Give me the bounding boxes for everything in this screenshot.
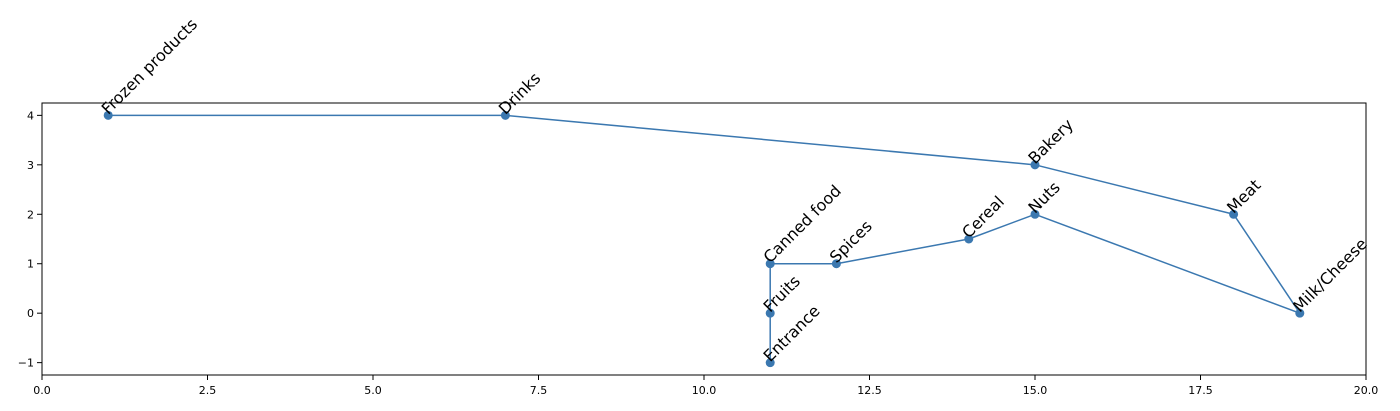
route-point (1295, 308, 1305, 318)
x-tick-label: 12.5 (857, 384, 882, 397)
x-tick-label: 10.0 (692, 384, 717, 397)
x-tick-label: 15.0 (1023, 384, 1048, 397)
route-point (964, 234, 974, 244)
y-tick-label: −1 (18, 357, 34, 370)
y-tick-label: 4 (27, 109, 34, 122)
route-point (1030, 209, 1040, 219)
x-tick-label: 20.0 (1354, 384, 1379, 397)
x-tick-label: 17.5 (1188, 384, 1213, 397)
x-tick-label: 7.5 (530, 384, 548, 397)
route-point (765, 259, 775, 269)
route-point (765, 308, 775, 318)
x-tick-label: 0.0 (33, 384, 51, 397)
route-point (1030, 160, 1040, 170)
y-tick-label: 3 (27, 159, 34, 172)
y-tick-label: 2 (27, 208, 34, 221)
y-tick-label: 0 (27, 307, 34, 320)
route-point (765, 358, 775, 368)
x-tick-label: 2.5 (199, 384, 217, 397)
route-point (500, 110, 510, 120)
y-tick-label: 1 (27, 258, 34, 271)
axes: 0.0 2.5 5.0 7.5 10.0 12.5 15.0 17.5 20.0 −1 0 1 2 3 4 (18, 109, 1378, 397)
plot-frame (41, 102, 1367, 376)
plot-area (41, 102, 1367, 376)
route-point (1229, 209, 1239, 219)
route-point (103, 110, 113, 120)
route-point (831, 259, 841, 269)
x-tick-label: 5.0 (364, 384, 382, 397)
